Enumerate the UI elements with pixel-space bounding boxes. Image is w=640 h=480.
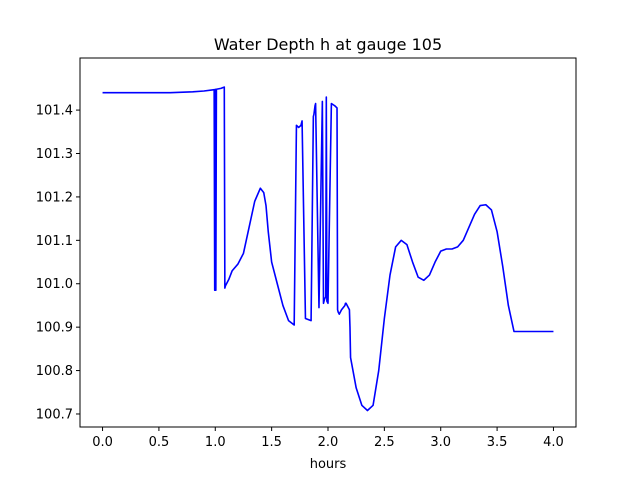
y-tick-label: 101.0	[36, 277, 73, 292]
y-tick-label: 100.8	[36, 364, 73, 379]
x-tick-label: 3.5	[487, 435, 508, 450]
y-tick-label: 101.4	[36, 104, 73, 119]
x-tick-label: 0.0	[92, 435, 113, 450]
x-axis: 0.0 0.5 1.0 1.5 2.0 2.5 3.0 3.5 4.0	[92, 427, 564, 450]
x-tick-label: 0.5	[149, 435, 170, 450]
y-tick-label: 101.3	[36, 147, 73, 162]
x-tick-label: 1.5	[261, 435, 282, 450]
y-tick-label: 101.1	[36, 234, 73, 249]
chart-title: Water Depth h at gauge 105	[214, 35, 442, 54]
y-tick-label: 100.7	[36, 407, 73, 422]
x-tick-label: 2.0	[318, 435, 339, 450]
x-tick-label: 4.0	[543, 435, 564, 450]
y-tick-label: 100.9	[36, 321, 73, 336]
y-axis: 100.7 100.8 100.9 101.0 101.1 101.2 101.3 101.4	[36, 104, 80, 422]
y-tick-label: 101.2	[36, 190, 73, 205]
x-axis-label: hours	[310, 457, 347, 472]
series-line-0	[102, 86, 554, 412]
x-tick-label: 2.5	[374, 435, 395, 450]
x-tick-label: 1.0	[205, 435, 226, 450]
plot-area	[102, 86, 554, 412]
x-tick-label: 3.0	[430, 435, 451, 450]
